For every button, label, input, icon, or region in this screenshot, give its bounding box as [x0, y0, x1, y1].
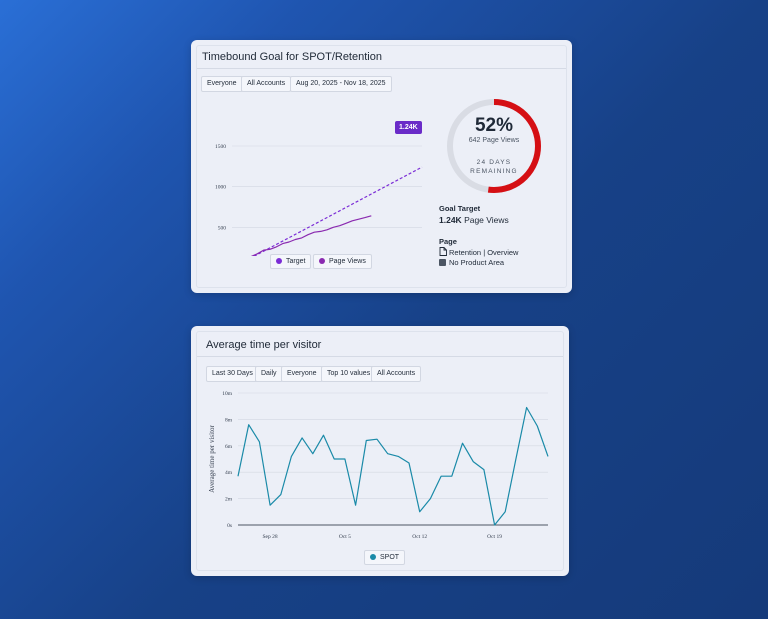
target-value-badge: 1.24K	[395, 121, 422, 134]
legend-dot-icon	[319, 257, 325, 264]
legend-spot-label: SPOT	[380, 554, 400, 561]
y-tick-label: 0s	[227, 523, 232, 529]
filter-chip-top-values[interactable]: Top 10 values	[321, 366, 377, 382]
gauge-progress-arc	[447, 99, 541, 193]
gauge-remaining-label: REMAINING	[470, 168, 518, 175]
filter-chip-segment[interactable]: Everyone	[281, 366, 323, 382]
goal-target-heading: Goal Target	[439, 204, 481, 213]
goal-target-value: 1.24K	[439, 215, 462, 225]
legend-dot-icon	[370, 553, 376, 560]
goal-target-unit: Page Views	[464, 215, 509, 225]
y-tick-label: 8m	[225, 417, 233, 423]
series-line-spot	[237, 406, 549, 526]
filter-chip-period[interactable]: Last 30 Days	[206, 366, 259, 382]
legend-spot[interactable]: SPOT	[364, 550, 406, 565]
x-tick-label: Oct 12	[412, 534, 427, 540]
page-name: Retention | Overview	[449, 248, 519, 257]
legend-target-label: Target	[286, 258, 306, 265]
product-area-label: No Product Area	[449, 258, 505, 267]
x-tick-label: Oct 5	[339, 534, 351, 540]
series-line-target	[253, 166, 423, 256]
product-area: No Product Area	[439, 258, 504, 267]
goal-target-line: 1.24K Page Views	[439, 215, 509, 225]
y-tick-label: 10m	[222, 391, 233, 397]
y-tick-label: 2m	[225, 497, 233, 503]
legend-dot-icon	[276, 257, 282, 264]
gauge-days-remaining: 24 DAYS	[476, 159, 512, 166]
page-heading: Page	[439, 237, 457, 246]
y-tick-label: 4m	[225, 470, 233, 476]
y-axis-label: Average time per visitor	[208, 424, 216, 492]
filter-chip-date-range[interactable]: Aug 20, 2025 - Nov 18, 2025	[290, 76, 392, 92]
goal-card: Timebound Goal for SPOT/Retention Everyo…	[191, 40, 572, 293]
goal-title-divider	[197, 68, 566, 69]
legend-target[interactable]: Target	[270, 254, 312, 269]
avg-time-card: Average time per visitor Last 30 Days Da…	[191, 326, 569, 576]
avg-time-line-chart: 0s 2m 4m 6m 8m 10m Sep 28 Oct 5 Oct 12 Oct 19 Aver…	[208, 391, 549, 540]
gauge-percent: 52%	[474, 115, 514, 136]
document-icon	[439, 247, 447, 256]
y-tick-label: 1000	[215, 185, 226, 191]
filter-chip-segment[interactable]: Everyone	[201, 76, 243, 92]
legend-page-views-label: Page Views	[329, 258, 366, 265]
x-tick-label: Sep 28	[263, 534, 278, 540]
goal-progress-gauge	[447, 99, 541, 193]
filter-chip-accounts[interactable]: All Accounts	[371, 366, 422, 382]
filter-chip-accounts[interactable]: All Accounts	[241, 76, 292, 92]
legend-page-views[interactable]: Page Views	[313, 254, 372, 269]
x-tick-label: Oct 19	[487, 534, 502, 540]
goal-line-chart: 050010001500Sep 2025Nov 2025	[215, 144, 423, 256]
product-area-icon	[439, 259, 446, 266]
gauge-subtitle: 642 Page Views	[468, 137, 520, 144]
series-line-page-views	[250, 215, 372, 256]
avg-time-title-divider	[197, 356, 563, 357]
y-tick-label: 1500	[215, 144, 226, 150]
page-link[interactable]: Retention | Overview	[439, 247, 518, 257]
goal-card-border	[196, 45, 567, 288]
y-tick-label: 500	[218, 225, 227, 231]
avg-time-card-title: Average time per visitor	[206, 339, 322, 351]
goal-card-title: Timebound Goal for SPOT/Retention	[202, 51, 382, 63]
filter-chip-interval[interactable]: Daily	[255, 366, 283, 382]
y-tick-label: 6m	[225, 444, 233, 450]
avg-time-card-border	[196, 331, 564, 571]
